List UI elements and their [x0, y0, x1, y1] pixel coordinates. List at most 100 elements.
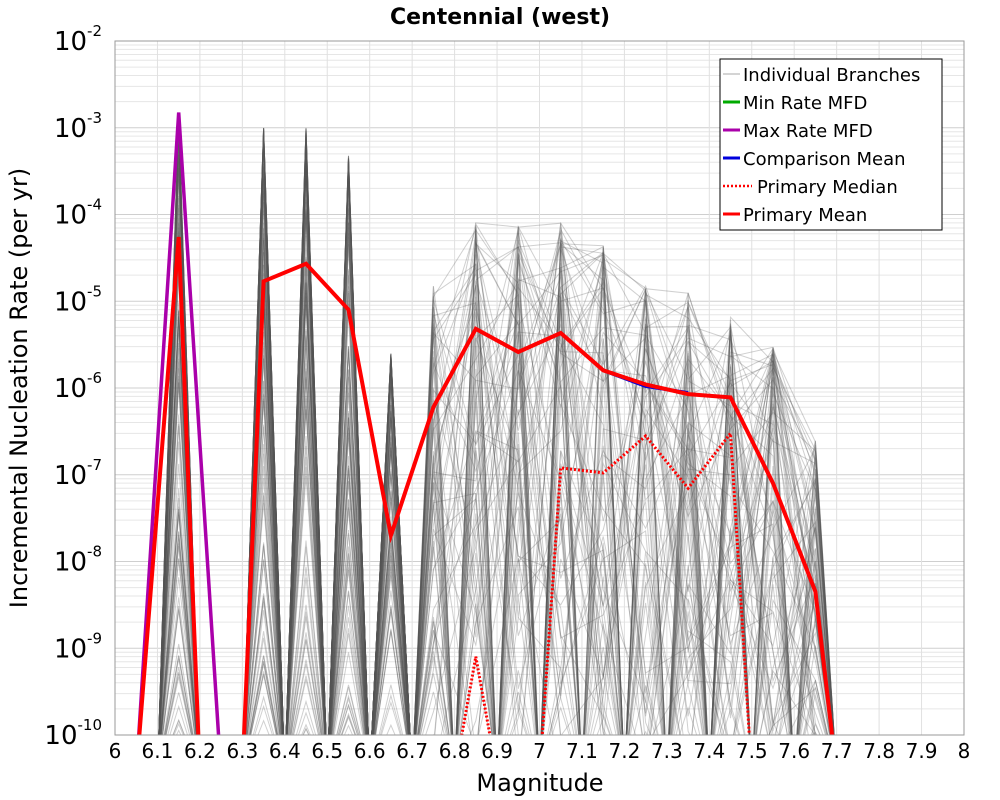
branch-line [158, 113, 835, 735]
branch-line [243, 158, 750, 735]
branch-line [158, 127, 832, 735]
branch-line [165, 145, 832, 735]
branch-line [158, 131, 830, 735]
branch-line [158, 134, 792, 735]
branch-line [159, 168, 834, 735]
branch-line [160, 159, 727, 735]
y-tick-label: 10-7 [54, 456, 102, 491]
branch-line [167, 130, 835, 735]
x-tick-label: 7.2 [608, 739, 640, 763]
branch-line [158, 128, 708, 735]
branch-line [158, 158, 834, 735]
legend-label: Individual Branches [743, 65, 920, 86]
branch-line [158, 128, 831, 735]
branch-line [249, 157, 751, 735]
branch-line [165, 167, 707, 735]
branch-line [164, 240, 832, 735]
legend-box [719, 58, 943, 231]
max-rate-mfd-line [137, 112, 221, 735]
branch-line [164, 128, 793, 735]
branch-line [158, 173, 835, 735]
branch-line [159, 169, 793, 735]
primary-mean-line [137, 236, 835, 735]
x-tick-label: 6.1 [142, 739, 174, 763]
branch-line [172, 326, 769, 735]
individual-branches [158, 112, 835, 735]
branch-line [158, 139, 790, 735]
x-tick-label: 7.5 [736, 739, 768, 763]
branch-line [246, 254, 835, 735]
branch-line [158, 141, 740, 735]
branch-line [158, 158, 793, 735]
x-tick-label: 6.4 [269, 739, 301, 763]
branch-line [158, 237, 791, 735]
branch-line [158, 139, 826, 735]
legend-label: Comparison Mean [743, 149, 906, 170]
branch-line [158, 178, 834, 735]
x-tick-label: 8 [958, 739, 971, 763]
branch-line [158, 158, 751, 735]
x-tick-label: 6.7 [396, 739, 428, 763]
branch-line [175, 228, 818, 735]
y-tick-label: 10-6 [54, 369, 102, 404]
branch-line [158, 171, 835, 735]
x-tick-label: 7 [533, 739, 546, 763]
y-tick-label: 10-4 [54, 196, 102, 231]
x-tick-label: 6.9 [481, 739, 513, 763]
legend: Individual Branches Min Rate MFD Max Rate … [719, 58, 943, 231]
branch-line [159, 240, 663, 735]
branch-line [158, 128, 834, 735]
y-tick-label: 10-9 [54, 629, 102, 664]
grid [114, 41, 965, 736]
branch-line [159, 253, 835, 735]
branch-line [162, 192, 835, 735]
primary-median-line [460, 429, 751, 735]
branch-line [158, 154, 792, 735]
branch-line [158, 127, 834, 735]
branch-line [158, 174, 780, 735]
branch-line [246, 162, 821, 735]
x-tick-label: 7.3 [651, 739, 683, 763]
y-tick-label: 10-8 [54, 543, 102, 578]
branch-line [158, 131, 708, 735]
x-tick-label: 7.8 [863, 739, 895, 763]
branch-line [158, 129, 835, 735]
legend-label: Primary Mean [743, 205, 867, 226]
branch-line [158, 124, 793, 735]
y-axis-ticks: 10-2 10-3 10-4 10-5 10-6 10-7 10-8 10-9 10-10 [44, 22, 102, 751]
x-tick-label: 7.4 [693, 739, 725, 763]
branch-line [161, 242, 821, 735]
x-tick-label: 6.8 [439, 739, 471, 763]
x-tick-label: 6.5 [311, 739, 343, 763]
branch-line [158, 112, 831, 735]
branch-line [158, 112, 793, 735]
branch-line [158, 289, 832, 735]
branch-line [173, 144, 834, 735]
branch-line [158, 130, 809, 735]
x-tick-label: 6 [109, 739, 122, 763]
y-tick-label: 10-3 [54, 109, 102, 144]
branch-line [160, 143, 792, 735]
branch-line [160, 222, 792, 735]
branch-line [158, 223, 751, 735]
branch-line [159, 129, 708, 735]
branch-line [243, 141, 791, 735]
branch-line [160, 163, 708, 735]
branch-line [159, 210, 835, 735]
plot-frame [114, 40, 965, 736]
branch-line [244, 335, 788, 735]
branch-line [160, 167, 829, 735]
branch-line [160, 138, 793, 735]
branch-line [158, 117, 834, 735]
branch-line [158, 231, 835, 735]
branch-line [158, 139, 835, 735]
branch-line [160, 176, 833, 735]
branch-line [158, 145, 704, 735]
branch-line [160, 199, 745, 735]
branch-line [160, 240, 833, 735]
branch-line [158, 123, 793, 735]
branch-line [158, 158, 834, 735]
legend-label: Min Rate MFD [743, 93, 867, 114]
branch-line [158, 125, 835, 735]
branch-line [158, 144, 833, 735]
